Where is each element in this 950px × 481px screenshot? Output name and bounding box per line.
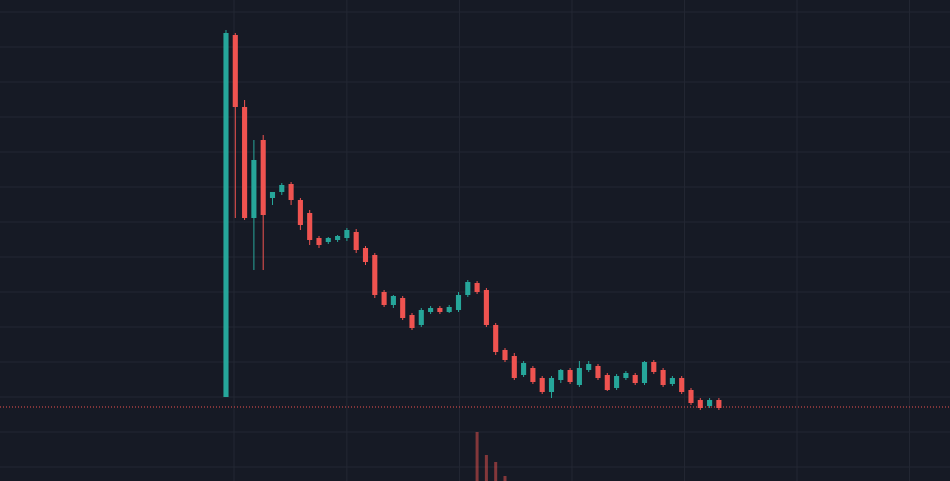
candle-body	[279, 185, 285, 192]
candle-body	[232, 35, 238, 107]
volume-bar	[503, 476, 507, 481]
candle-body	[521, 363, 527, 375]
candle-body	[595, 366, 601, 378]
candle-body	[614, 376, 620, 388]
candle-body	[251, 160, 257, 218]
candle-body	[353, 232, 359, 250]
candle-body	[474, 283, 480, 292]
candle-body	[390, 296, 396, 305]
candle-body	[502, 350, 508, 360]
candle-body	[679, 378, 685, 392]
candle-body	[697, 400, 703, 408]
candle-body	[316, 238, 322, 245]
candle-body	[586, 364, 592, 370]
candle-body	[325, 238, 331, 242]
candle-body	[660, 370, 666, 385]
candle-body	[604, 375, 610, 390]
candle-body	[362, 248, 369, 262]
candle-body	[548, 378, 555, 392]
candle-body	[381, 292, 387, 305]
candle-body	[707, 400, 713, 406]
candle-body	[400, 298, 406, 318]
candle-body	[651, 362, 657, 372]
candle-body	[567, 370, 573, 382]
candle-body	[483, 290, 489, 325]
candle-body	[372, 255, 378, 295]
candle-body	[623, 373, 629, 378]
candle-body	[437, 308, 443, 312]
candle-body	[641, 362, 648, 383]
candle-body	[242, 107, 248, 218]
candle-body	[297, 200, 303, 225]
candle-body	[223, 33, 229, 397]
volume-bar	[484, 455, 488, 481]
candle-body	[465, 282, 471, 295]
candle-body	[716, 400, 722, 408]
volume-bar	[475, 432, 479, 481]
candle-body	[688, 390, 694, 403]
candle-body	[669, 378, 675, 384]
candle-body	[428, 308, 434, 312]
candle-body	[539, 378, 545, 392]
candle-body	[511, 356, 517, 378]
candle-body	[409, 315, 415, 328]
volume-bar	[494, 462, 498, 481]
candle-body	[288, 184, 294, 200]
candle-body	[493, 325, 499, 352]
candle-body	[418, 310, 424, 325]
candle-body	[576, 368, 582, 385]
candle-body	[455, 295, 462, 310]
candle-body	[269, 192, 276, 198]
candle-body	[530, 368, 536, 382]
candle-body	[260, 140, 266, 215]
candle-body	[632, 375, 638, 383]
candle-body	[335, 236, 341, 240]
candle-body	[344, 230, 350, 238]
candle-body	[307, 213, 313, 240]
candle-body	[446, 307, 452, 312]
candle-body	[558, 370, 564, 380]
